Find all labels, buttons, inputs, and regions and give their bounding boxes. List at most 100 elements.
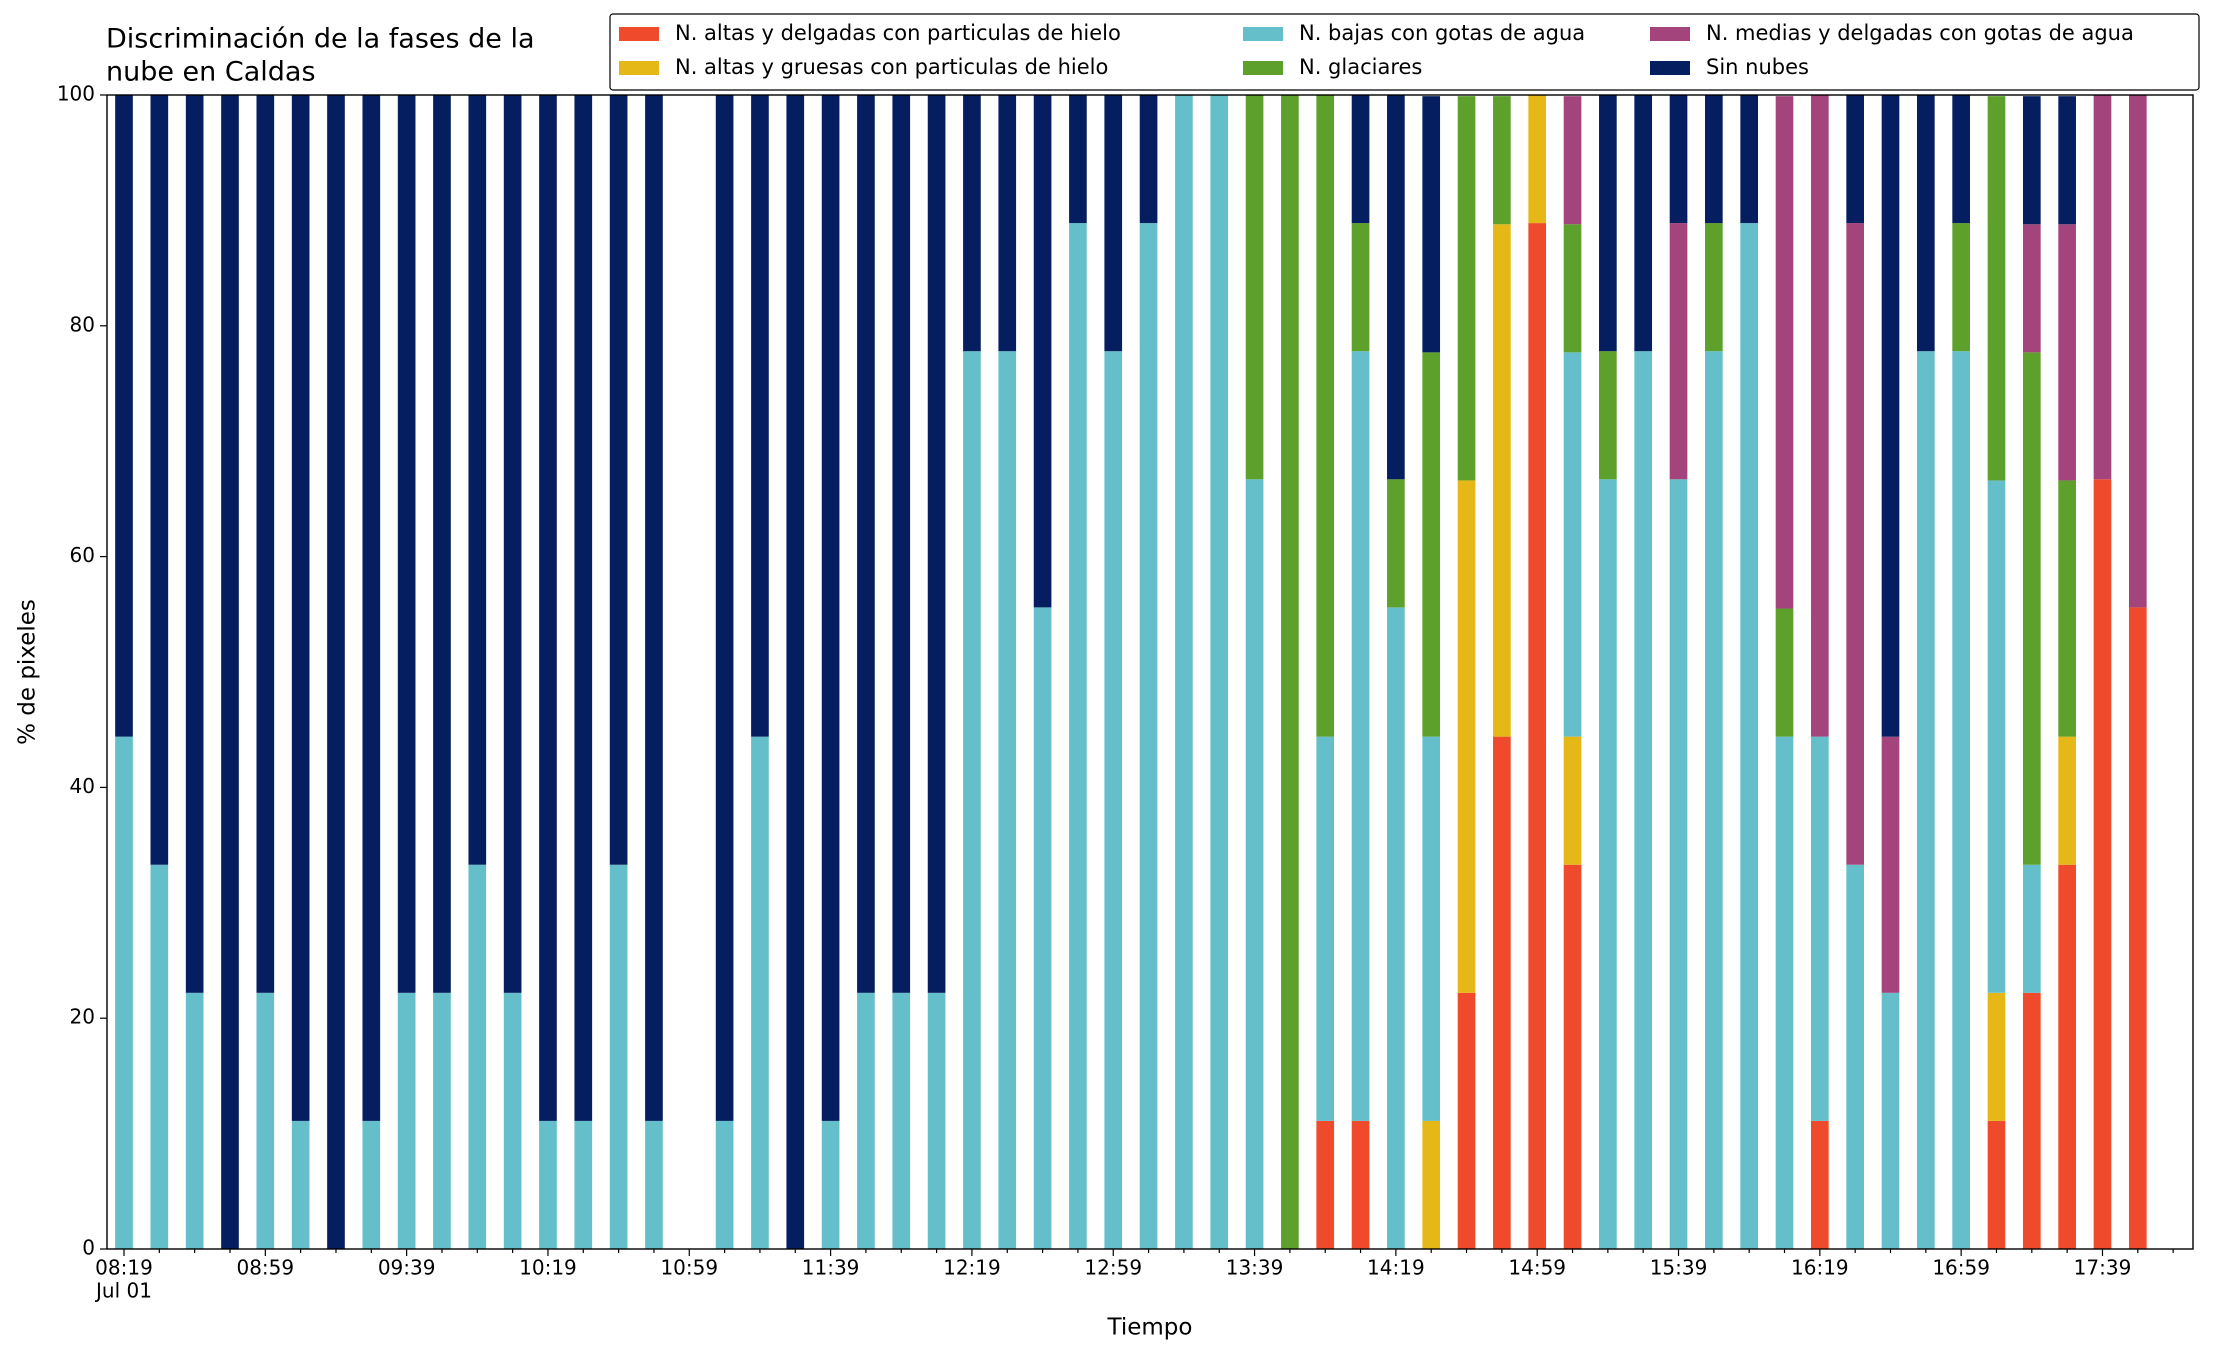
bar-segment (1705, 351, 1723, 1249)
bar-segment (1811, 736, 1829, 1121)
bar-segment (1493, 96, 1511, 225)
legend-label: N. bajas con gotas de agua (1299, 21, 1585, 45)
bar-segment (1634, 95, 1653, 352)
legend-label: Sin nubes (1706, 55, 1809, 79)
y-tick-label: 80 (70, 312, 95, 336)
legend-swatch (1243, 61, 1283, 75)
bar-segment (1104, 95, 1123, 352)
bar-segment (1775, 96, 1794, 609)
x-tick-label: 10:59 (660, 1256, 718, 1280)
bar-segment (1139, 95, 1158, 224)
bar-segment (1281, 95, 1299, 1249)
bar-segment (1493, 224, 1511, 737)
bar-segment (1740, 223, 1759, 1249)
y-tick-label: 20 (70, 1005, 95, 1029)
bar-segment (1811, 95, 1829, 737)
x-tick-label: 11:39 (802, 1256, 860, 1280)
bar-segment (1422, 736, 1441, 1121)
bar-segment (1846, 864, 1865, 1249)
legend: N. altas y delgadas con particulas de hi… (609, 13, 2200, 91)
bar-segment (1634, 351, 1653, 1249)
bar-segment (609, 864, 628, 1249)
bar-segment (963, 351, 981, 1249)
bar-segment (1457, 480, 1476, 993)
bar-segment (1528, 95, 1547, 224)
bar-segment (892, 992, 911, 1249)
bar-segment (1599, 351, 1617, 480)
bar-segment (1351, 351, 1370, 1121)
bar-segment (2022, 96, 2041, 225)
x-tick-label: 15:39 (1650, 1256, 1708, 1280)
bar-segment (2022, 864, 2041, 993)
bar-segment (1351, 223, 1370, 352)
legend-swatch (619, 61, 659, 75)
bar-segment (1316, 736, 1335, 1121)
bar-segment (221, 95, 239, 1249)
bar-segment (327, 95, 345, 1249)
bar-segment (1775, 608, 1794, 737)
bar-segment (1316, 95, 1335, 737)
bar-segment (821, 1120, 840, 1249)
bar-segment (1563, 352, 1582, 737)
bar-segment (927, 95, 946, 993)
bar-segment (892, 95, 911, 993)
bar-segment (1987, 992, 2006, 1121)
y-tick-label: 40 (70, 774, 95, 798)
bar-segment (2128, 95, 2147, 608)
legend-frame (609, 13, 2200, 91)
bar-segment (574, 95, 593, 1121)
bar-segment (1952, 351, 1970, 1249)
bar-segment (1563, 736, 1582, 865)
y-tick-label: 0 (82, 1236, 95, 1260)
bar-segment (821, 95, 840, 1121)
bar-segment (1846, 223, 1865, 865)
bar-segment (1528, 223, 1547, 1249)
bar-segment (1175, 95, 1193, 1249)
bar-segment (1881, 736, 1900, 993)
bar-segment (1916, 95, 1935, 352)
chart-title: Discriminación de la fases de la (106, 24, 535, 55)
bar-segment (1846, 95, 1865, 224)
bar-segment (2022, 352, 2041, 865)
bar-segment (2093, 479, 2112, 1250)
x-tick-label: 12:59 (1084, 1256, 1142, 1280)
bar-segment (539, 95, 557, 1121)
bar-segment (1245, 479, 1264, 1250)
bar-segment (185, 95, 204, 993)
bar-segment (2128, 607, 2147, 1249)
bar-segment (1457, 992, 1476, 1249)
bar-segment (574, 1120, 593, 1249)
bar-segment (1599, 479, 1617, 1250)
x-tick-label: 08:19 (95, 1256, 153, 1280)
bar-segment (115, 736, 133, 1249)
bar-segment (645, 95, 663, 1121)
bar-segment (715, 95, 734, 1121)
bar-segment (2058, 96, 2076, 225)
bar-segment (468, 864, 487, 1249)
bar-segment (1952, 95, 1970, 224)
bar-segment (2058, 864, 2076, 1249)
bar-segment (433, 95, 451, 993)
legend-label: N. altas y delgadas con particulas de hi… (675, 21, 1121, 45)
bar-segment (539, 1120, 557, 1249)
bar-segment (2093, 95, 2112, 480)
bar-segment (291, 95, 310, 1121)
x-tick-label: 10:19 (519, 1256, 577, 1280)
bar-segment (963, 95, 981, 352)
bar-segment (150, 864, 169, 1249)
legend-swatch (1650, 61, 1690, 75)
bar-segment (503, 95, 522, 993)
bar-segment (1952, 223, 1970, 352)
bar-segment (256, 95, 275, 993)
y-tick-label: 100 (57, 82, 95, 106)
bar-segment (645, 1120, 663, 1249)
bar-segment (1669, 479, 1688, 1250)
bar-segment (998, 95, 1017, 352)
bar-segment (1351, 1120, 1370, 1249)
legend-swatch (1650, 27, 1690, 41)
x-tick-label: 08:59 (236, 1256, 294, 1280)
bar-segment (2022, 224, 2041, 353)
bar-segment (1916, 351, 1935, 1249)
bar-segment (1669, 95, 1688, 224)
bar-segment (609, 95, 628, 865)
